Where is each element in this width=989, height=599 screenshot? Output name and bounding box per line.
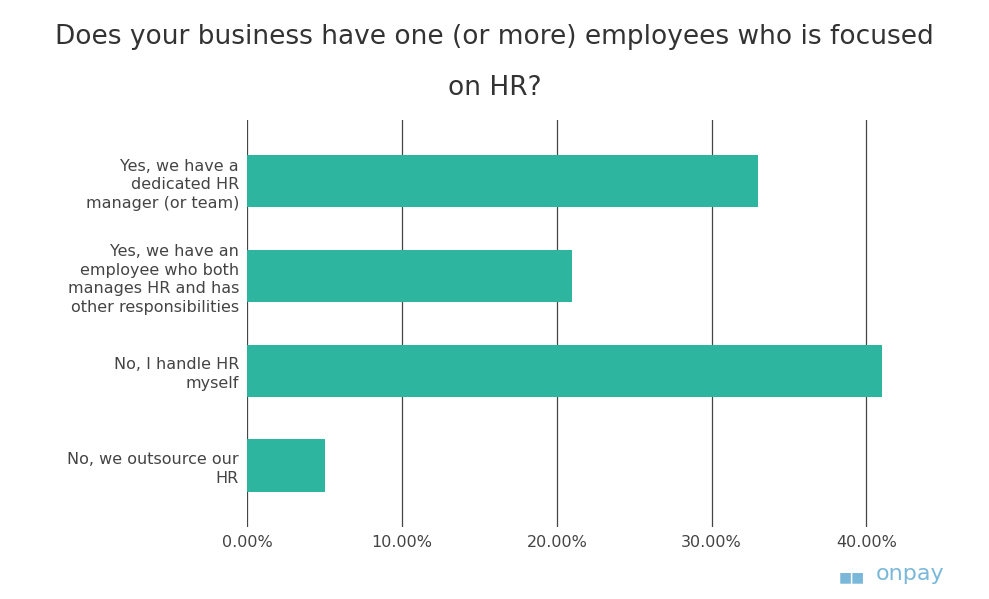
Bar xyxy=(247,345,882,397)
Text: ■■: ■■ xyxy=(839,570,865,584)
Text: Does your business have one (or more) employees who is focused: Does your business have one (or more) em… xyxy=(55,24,934,50)
Text: onpay: onpay xyxy=(876,564,944,584)
Bar xyxy=(247,250,573,302)
Bar xyxy=(247,155,759,207)
Text: on HR?: on HR? xyxy=(448,75,541,101)
Bar xyxy=(247,440,324,492)
